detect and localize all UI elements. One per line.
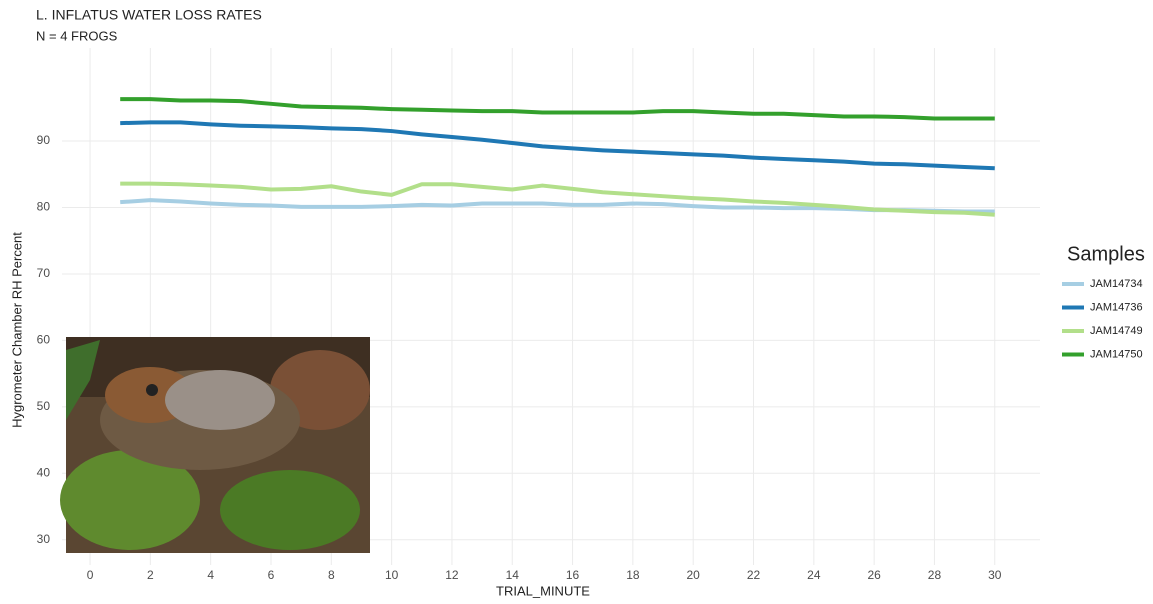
legend-title: Samples [1067, 243, 1145, 265]
y-tick-label: 50 [37, 399, 51, 413]
x-tick-label: 0 [87, 568, 94, 582]
x-tick-label: 10 [385, 568, 399, 582]
x-tick-label: 8 [328, 568, 335, 582]
y-tick-label: 60 [37, 333, 51, 347]
y-tick-label: 30 [37, 532, 51, 546]
x-tick-label: 20 [687, 568, 701, 582]
x-tick-label: 26 [867, 568, 881, 582]
x-tick-label: 12 [445, 568, 459, 582]
x-tick-label: 30 [988, 568, 1002, 582]
x-tick-label: 24 [807, 568, 821, 582]
y-tick-label: 70 [37, 266, 51, 280]
legend-label: JAM14736 [1090, 301, 1143, 313]
legend-label: JAM14749 [1090, 325, 1143, 337]
x-tick-label: 6 [268, 568, 275, 582]
x-tick-label: 2 [147, 568, 154, 582]
y-tick-label: 40 [37, 465, 51, 479]
frog-photo [60, 337, 370, 553]
x-tick-label: 16 [566, 568, 580, 582]
y-tick-label: 90 [37, 133, 51, 147]
x-tick-label: 14 [506, 568, 520, 582]
legend-label: JAM14750 [1090, 348, 1143, 360]
x-tick-label: 4 [207, 568, 214, 582]
y-tick-label: 80 [37, 200, 51, 214]
series-line [120, 181, 995, 217]
y-axis-label: Hygrometer Chamber RH Percent [9, 232, 24, 428]
x-axis-label: TRIAL_MINUTE [496, 583, 590, 598]
chart-title: L. INFLATUS WATER LOSS RATES [36, 7, 262, 23]
lines [120, 97, 995, 217]
x-tick-label: 22 [747, 568, 761, 582]
grid [62, 48, 1040, 565]
series-line [120, 97, 995, 121]
x-tick-label: 18 [626, 568, 640, 582]
series-line [120, 120, 995, 171]
legend-label: JAM14734 [1090, 278, 1143, 290]
chart-subtitle: N = 4 FROGS [36, 28, 118, 43]
x-tick-label: 28 [928, 568, 942, 582]
